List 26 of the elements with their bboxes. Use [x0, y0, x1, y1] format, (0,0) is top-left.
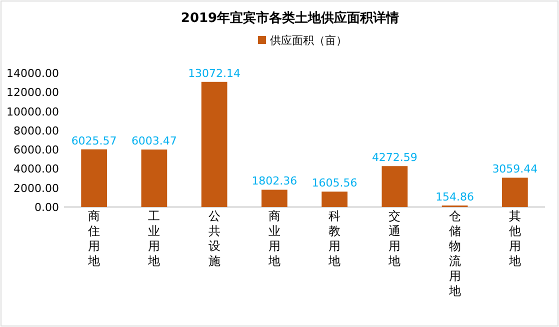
- data-label: 4272.59: [372, 151, 418, 164]
- data-label: 1802.36: [252, 174, 298, 188]
- y-tick-label: 12000.00: [6, 86, 59, 100]
- data-label: 6003.47: [131, 134, 177, 148]
- data-label: 154.86: [436, 190, 474, 204]
- chart-title: 2019年宜宾市各类土地供应面积详情: [180, 10, 400, 26]
- x-tick-label: 交通用地: [388, 209, 401, 268]
- x-tick-label: 商住用地: [87, 209, 100, 268]
- x-tick-label: 仓储物流用地: [448, 209, 461, 298]
- y-tick-label: 4000.00: [14, 162, 59, 176]
- x-tick-label: 工业用地: [147, 209, 160, 268]
- y-tick-label: 10000.00: [6, 105, 59, 118]
- data-label: 1605.56: [312, 176, 358, 190]
- x-tick-label: 商业用地: [267, 209, 280, 268]
- y-tick-label: 6000.00: [14, 144, 59, 157]
- y-tick-label: 0.00: [34, 201, 59, 214]
- y-tick-label: 2000.00: [14, 182, 59, 195]
- legend-label: 供应面积（亩）: [270, 34, 347, 47]
- x-tick-label: 公共设施: [208, 209, 220, 268]
- y-tick-label: 8000.00: [14, 124, 59, 138]
- x-tick-label: 科教用地: [328, 209, 341, 268]
- data-label: 13072.14: [188, 66, 241, 80]
- data-label: 6025.57: [71, 134, 117, 148]
- x-tick-label: 其他用地: [508, 209, 521, 268]
- data-label: 3059.44: [492, 162, 538, 176]
- y-tick-label: 14000.00: [6, 67, 59, 80]
